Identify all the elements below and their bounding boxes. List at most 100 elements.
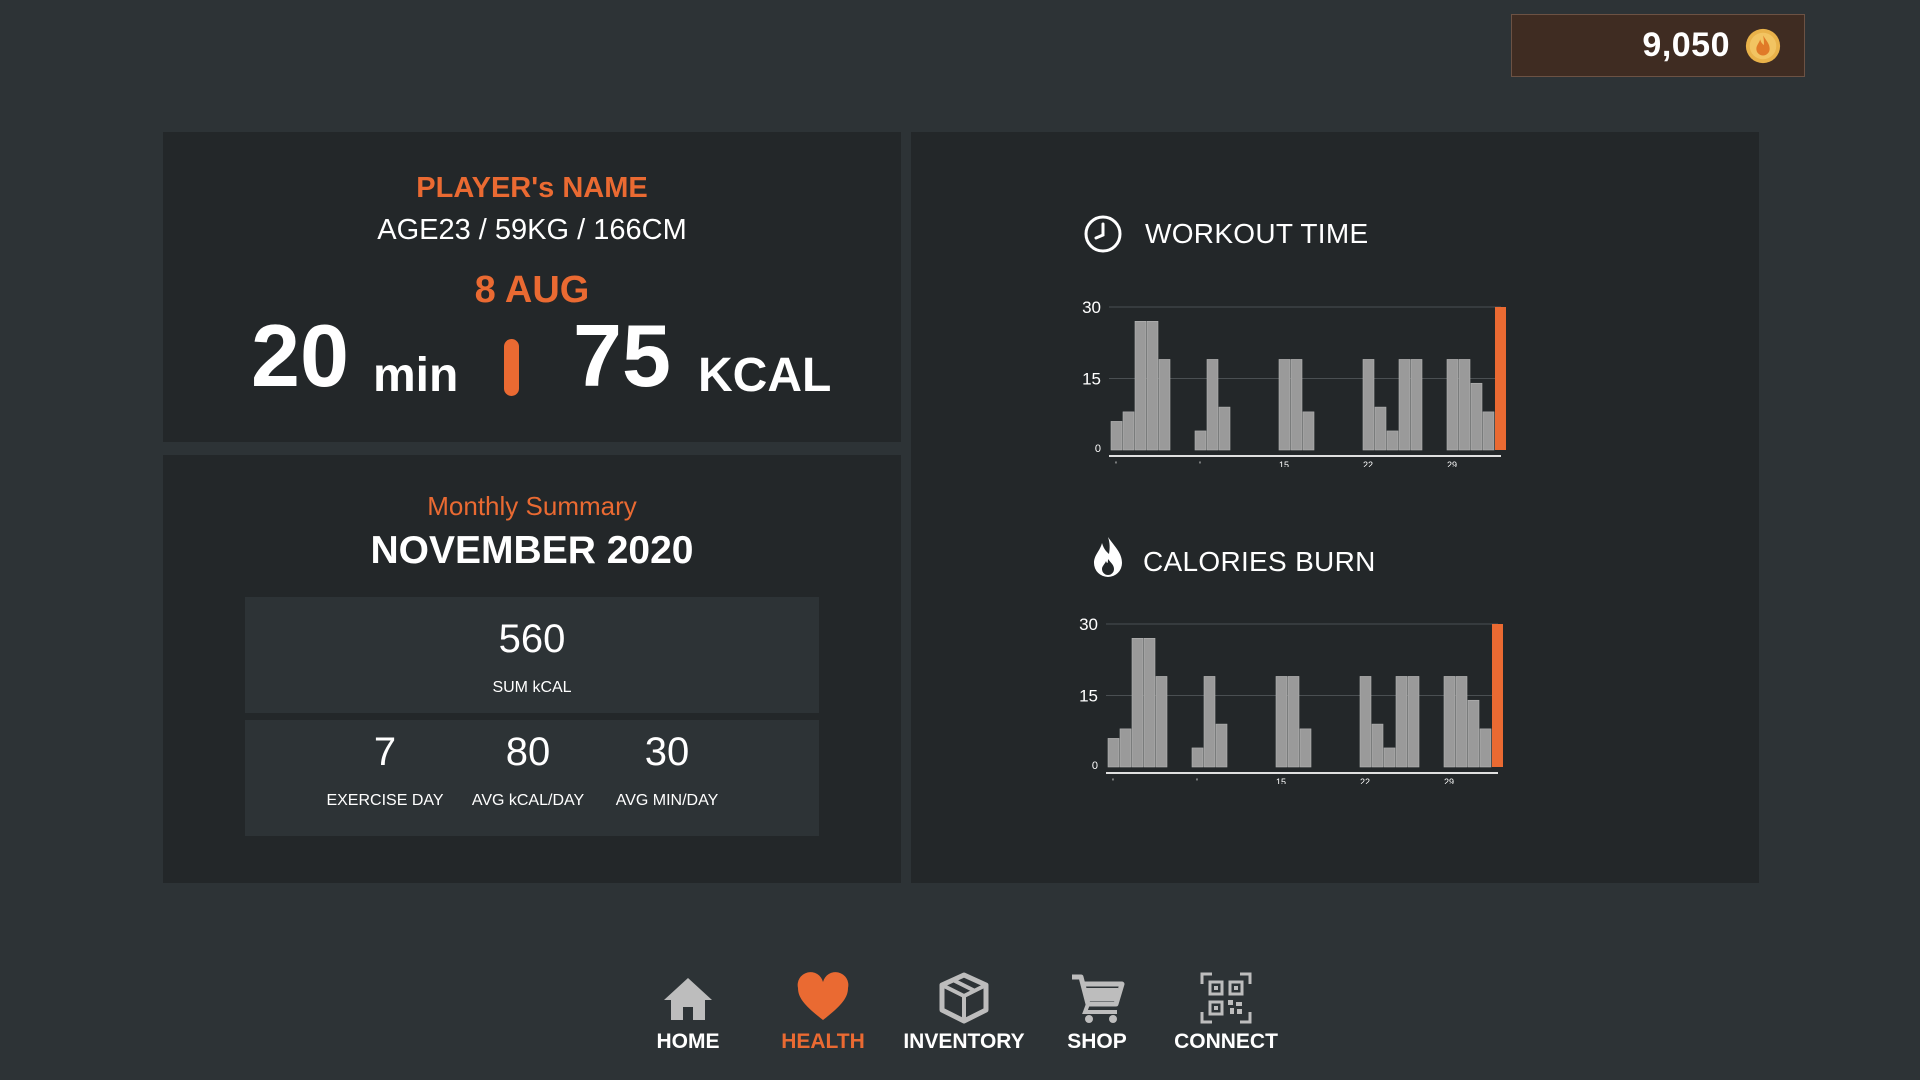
- profile-panel: PLAYER's NAME AGE23 / 59KG / 166CM 8 AUG…: [163, 132, 901, 442]
- player-stats: AGE23 / 59KG / 166CM: [377, 214, 687, 246]
- bar: [1386, 430, 1399, 451]
- bar: [1134, 320, 1147, 451]
- heart-icon: [797, 972, 849, 1020]
- sum-kcal-label: SUM kCAL: [492, 679, 572, 696]
- y-tick-label: 0: [1092, 760, 1098, 772]
- nav-home[interactable]: HOME: [618, 970, 758, 1054]
- cart-icon: [1072, 974, 1125, 1023]
- workout-time-title: WORKOUT TIME: [1145, 218, 1369, 249]
- y-tick-label: 15: [1082, 370, 1101, 389]
- currency-amount: 9,050: [1642, 26, 1730, 64]
- y-tick-label: 0: [1095, 443, 1101, 455]
- bar: [1191, 747, 1204, 768]
- flame-icon: [1094, 537, 1122, 577]
- bar: [1482, 411, 1495, 451]
- kcal-unit: KCAL: [698, 349, 832, 402]
- bar: [1206, 359, 1219, 451]
- qr-code-icon: [1200, 972, 1252, 1024]
- stat-value: 7: [373, 730, 397, 774]
- bar: [1131, 637, 1144, 768]
- bar: [1362, 359, 1375, 451]
- bar: [1203, 676, 1216, 768]
- nav-label: SHOP: [1067, 1030, 1127, 1053]
- y-tick-label: 30: [1079, 615, 1098, 634]
- nav-health[interactable]: HEALTH: [753, 970, 893, 1054]
- box-icon: [939, 972, 989, 1024]
- x-tick-label: 15: [1279, 460, 1289, 467]
- bar: [1110, 421, 1123, 451]
- bar: [1278, 359, 1291, 451]
- monthly-summary-panel: Monthly Summary NOVEMBER 2020 560 SUM kC…: [163, 455, 901, 883]
- bar: [1374, 406, 1387, 451]
- bar: [1302, 411, 1315, 451]
- nav-label: HEALTH: [781, 1030, 865, 1053]
- clock-icon: [1084, 215, 1122, 253]
- calories-burn-title: CALORIES BURN: [1143, 546, 1376, 577]
- bar: [1299, 728, 1312, 768]
- bar: [1158, 359, 1171, 451]
- bar: [1383, 747, 1396, 768]
- bar: [1443, 676, 1456, 768]
- stat-divider: [504, 339, 519, 396]
- y-tick-label: 15: [1079, 687, 1098, 706]
- x-tick-label: ': [1199, 460, 1201, 467]
- bar-highlight: [1495, 307, 1506, 450]
- stat-label: AVG kCAL/DAY: [471, 792, 585, 809]
- nav-shop[interactable]: SHOP: [1027, 970, 1167, 1054]
- minutes-unit: min: [373, 349, 459, 402]
- bar: [1359, 676, 1372, 768]
- bar: [1398, 359, 1411, 451]
- stat-label: AVG MIN/DAY: [615, 792, 719, 809]
- nav-inventory[interactable]: INVENTORY: [894, 970, 1034, 1054]
- bar: [1470, 382, 1483, 451]
- bar: [1275, 676, 1288, 768]
- sum-kcal-value: 560: [498, 617, 566, 661]
- x-tick-label: 22: [1360, 777, 1370, 784]
- x-tick-label: 29: [1444, 777, 1454, 784]
- stat-value: 80: [505, 730, 551, 774]
- x-tick-label: 22: [1363, 460, 1373, 467]
- nav-label: HOME: [656, 1030, 720, 1053]
- home-icon: [664, 978, 712, 1020]
- currency-display[interactable]: 9,050: [1511, 14, 1805, 77]
- bar: [1194, 430, 1207, 451]
- bar: [1410, 359, 1423, 451]
- player-name: PLAYER's NAME: [416, 172, 648, 204]
- bar: [1458, 359, 1471, 451]
- kcal-value: 75: [573, 306, 671, 405]
- x-tick-label: ': [1115, 460, 1117, 467]
- bar: [1146, 320, 1159, 451]
- sum-kcal-box: 560 SUM kCAL: [245, 597, 819, 713]
- bar: [1287, 676, 1300, 768]
- bar: [1467, 699, 1480, 768]
- nav-label: CONNECT: [1174, 1030, 1278, 1053]
- x-tick-label: 15: [1276, 777, 1286, 784]
- nav-connect[interactable]: CONNECT: [1156, 970, 1296, 1054]
- nav-label: INVENTORY: [903, 1030, 1025, 1053]
- bar: [1119, 728, 1132, 768]
- bar: [1107, 738, 1120, 768]
- y-tick-label: 30: [1082, 298, 1101, 317]
- stat-exercise-day: 7 EXERCISE DAY: [310, 720, 460, 836]
- stat-avg-min: 30 AVG MIN/DAY: [592, 720, 742, 836]
- bar-highlight: [1492, 624, 1503, 767]
- bar: [1446, 359, 1459, 451]
- calories-burn-chart: 0 15 30 ' ' 15 22 29: [1079, 615, 1503, 784]
- bar: [1143, 637, 1156, 768]
- today-date: 8 AUG: [474, 269, 590, 311]
- x-tick-label: 29: [1447, 460, 1457, 467]
- summary-title: Monthly Summary: [427, 491, 637, 521]
- bar: [1218, 406, 1231, 451]
- flame-coin-icon: [1745, 28, 1781, 63]
- summary-month: NOVEMBER 2020: [370, 529, 694, 572]
- stat-label: EXERCISE DAY: [326, 792, 444, 809]
- stat-value: 30: [644, 730, 690, 774]
- bar: [1455, 676, 1468, 768]
- bar: [1371, 723, 1384, 768]
- stat-avg-kcal: 80 AVG kCAL/DAY: [453, 720, 603, 836]
- bar: [1407, 676, 1420, 768]
- bar: [1479, 728, 1492, 768]
- x-tick-label: ': [1196, 777, 1198, 784]
- workout-time-chart: 0 15 30 ' ' 15 22 29: [1082, 298, 1506, 467]
- bar: [1215, 723, 1228, 768]
